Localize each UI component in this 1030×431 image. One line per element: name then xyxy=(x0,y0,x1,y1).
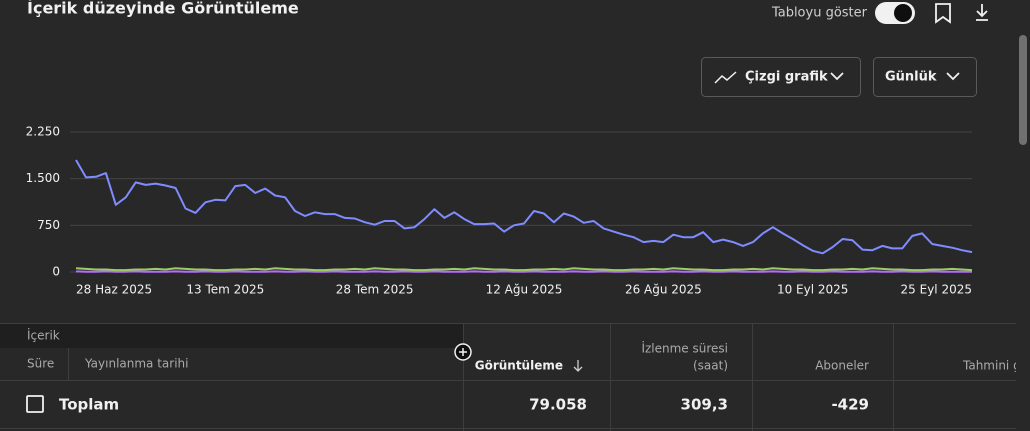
column-header: Yayınlanma tarihi xyxy=(84,357,189,371)
total-value: -429 xyxy=(831,396,869,414)
period-dropdown[interactable]: Günlük xyxy=(873,57,977,97)
sort-icon xyxy=(573,360,583,372)
series-line xyxy=(75,159,973,255)
toggle-label: Tabloyu göster xyxy=(771,6,868,21)
download-icon[interactable] xyxy=(976,4,988,21)
save-icon[interactable] xyxy=(935,3,951,24)
table: İçerik Süre Yayınlanma tarihi Görüntülem… xyxy=(0,323,1021,431)
row-checkbox[interactable] xyxy=(26,395,44,413)
total-label: Toplam xyxy=(59,396,119,414)
x-tick-label: 13 Tem 2025 xyxy=(186,283,264,297)
y-tick-label: 0 xyxy=(52,265,60,279)
column-header[interactable]: Aboneler xyxy=(815,359,869,373)
column-header[interactable]: Tahmini g xyxy=(962,359,1021,373)
table-toggle[interactable] xyxy=(875,2,915,24)
add-metric[interactable] xyxy=(454,343,472,361)
x-tick-label: 26 Ağu 2025 xyxy=(625,283,702,297)
column-header: Süre xyxy=(27,357,54,371)
x-tick-label: 25 Eyl 2025 xyxy=(901,283,972,297)
column-header[interactable]: (saat) xyxy=(693,359,728,373)
period-label: Günlük xyxy=(885,70,937,85)
x-tick-label: 12 Ağu 2025 xyxy=(486,283,563,297)
column-header[interactable]: İzlenme süresi xyxy=(641,341,728,356)
total-value: 79.058 xyxy=(529,396,587,414)
y-tick-label: 750 xyxy=(37,218,60,232)
chart-type-label: Çizgi grafik xyxy=(745,70,828,85)
y-tick-label: 2.250 xyxy=(26,125,60,139)
scrollbar[interactable] xyxy=(1019,35,1027,145)
x-tick-label: 28 Tem 2025 xyxy=(336,283,414,297)
line-chart: 0 750 1.500 2.250 28 Haz 2025 13 Tem 2025 28 T… xyxy=(26,125,973,297)
x-tick-label: 10 Eyl 2025 xyxy=(777,283,848,297)
total-value: 309,3 xyxy=(681,396,728,414)
column-header[interactable]: Görüntüleme xyxy=(475,359,563,373)
series-line xyxy=(75,267,973,272)
section-label: İçerik xyxy=(27,328,60,343)
y-tick-label: 1.500 xyxy=(26,171,60,185)
x-tick-label: 28 Haz 2025 xyxy=(76,283,152,297)
chart-type-dropdown[interactable]: Çizgi grafik xyxy=(701,57,861,97)
panel-title: İçerik düzeyinde Görüntüleme xyxy=(27,0,299,18)
